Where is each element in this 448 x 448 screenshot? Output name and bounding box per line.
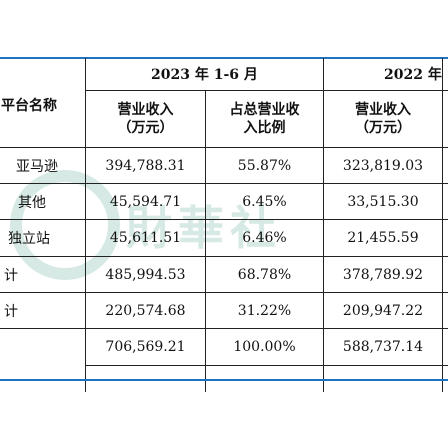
header-year-2022: 2022 年 (384, 67, 442, 83)
row-rev2023: 706,569.21 (105, 339, 186, 355)
row-share: 55.87% (237, 157, 292, 174)
row-share: 100.00% (233, 339, 296, 355)
header-revenue-2023-line1: 营业收入 (117, 102, 174, 118)
row-rev2023: 485,994.53 (105, 266, 186, 283)
grid-hline-row4 (0, 292, 448, 293)
row-name: 计 (4, 267, 18, 284)
row-share: 31.22% (237, 302, 292, 319)
row-rev2023: 394,788.31 (105, 157, 186, 174)
header-year-2023: 2023 年 1-6 月 (151, 67, 258, 83)
row-name: 独立站 (8, 231, 50, 247)
header-revenue-2022: 营业收入 （万元） (324, 91, 442, 147)
row-rev2023: 220,574.68 (105, 302, 186, 319)
grid-vline-4 (442, 58, 443, 392)
header-share-line2: 入比例 (243, 120, 286, 136)
table-bottom-rule (0, 379, 448, 381)
grid-hline-row2 (0, 219, 448, 220)
grid-vline-2 (205, 90, 206, 392)
grid-hline-bottom (85, 365, 448, 366)
row-rev2022: 33,515.30 (347, 193, 419, 210)
grid-hline-row1 (0, 183, 448, 184)
row-share: 6.45% (242, 193, 287, 210)
grid-hline-header-bottom (0, 147, 448, 148)
row-share: 68.78% (237, 266, 292, 283)
row-rev2023: 45,594.71 (109, 193, 182, 210)
row-rev2022: 209,947.22 (342, 302, 424, 319)
header-platform: 平台名称 (1, 98, 57, 114)
header-revenue-2023-line2: （万元） (117, 120, 174, 136)
row-rev2022: 378,789.92 (342, 266, 424, 283)
header-revenue-2023: 营业收入 （万元） (86, 91, 205, 147)
row-rev2022: 588,737.14 (342, 339, 424, 355)
grid-hline-row3 (0, 256, 448, 257)
grid-vline-3 (323, 58, 324, 392)
header-share: 占总营业收 入比例 (206, 91, 323, 147)
header-revenue-2022-line2: （万元） (355, 120, 411, 136)
row-name: 其他 (18, 194, 46, 211)
row-share: 6.46% (242, 230, 287, 246)
table-top-rule (0, 57, 448, 59)
row-rev2022: 323,819.03 (342, 157, 424, 174)
row-rev2022: 21,455.59 (347, 230, 419, 246)
header-share-line1: 占总营业收 (229, 102, 300, 118)
row-name: 计 (4, 303, 18, 320)
grid-hline-row5 (0, 328, 448, 329)
header-revenue-2022-line1: 营业收入 (355, 102, 411, 118)
row-rev2023: 45,611.51 (109, 230, 182, 246)
grid-hline-header-split (85, 90, 448, 91)
row-name: 亚马逊 (16, 158, 58, 175)
grid-vline-1 (85, 58, 86, 392)
row-name (0, 329, 60, 365)
